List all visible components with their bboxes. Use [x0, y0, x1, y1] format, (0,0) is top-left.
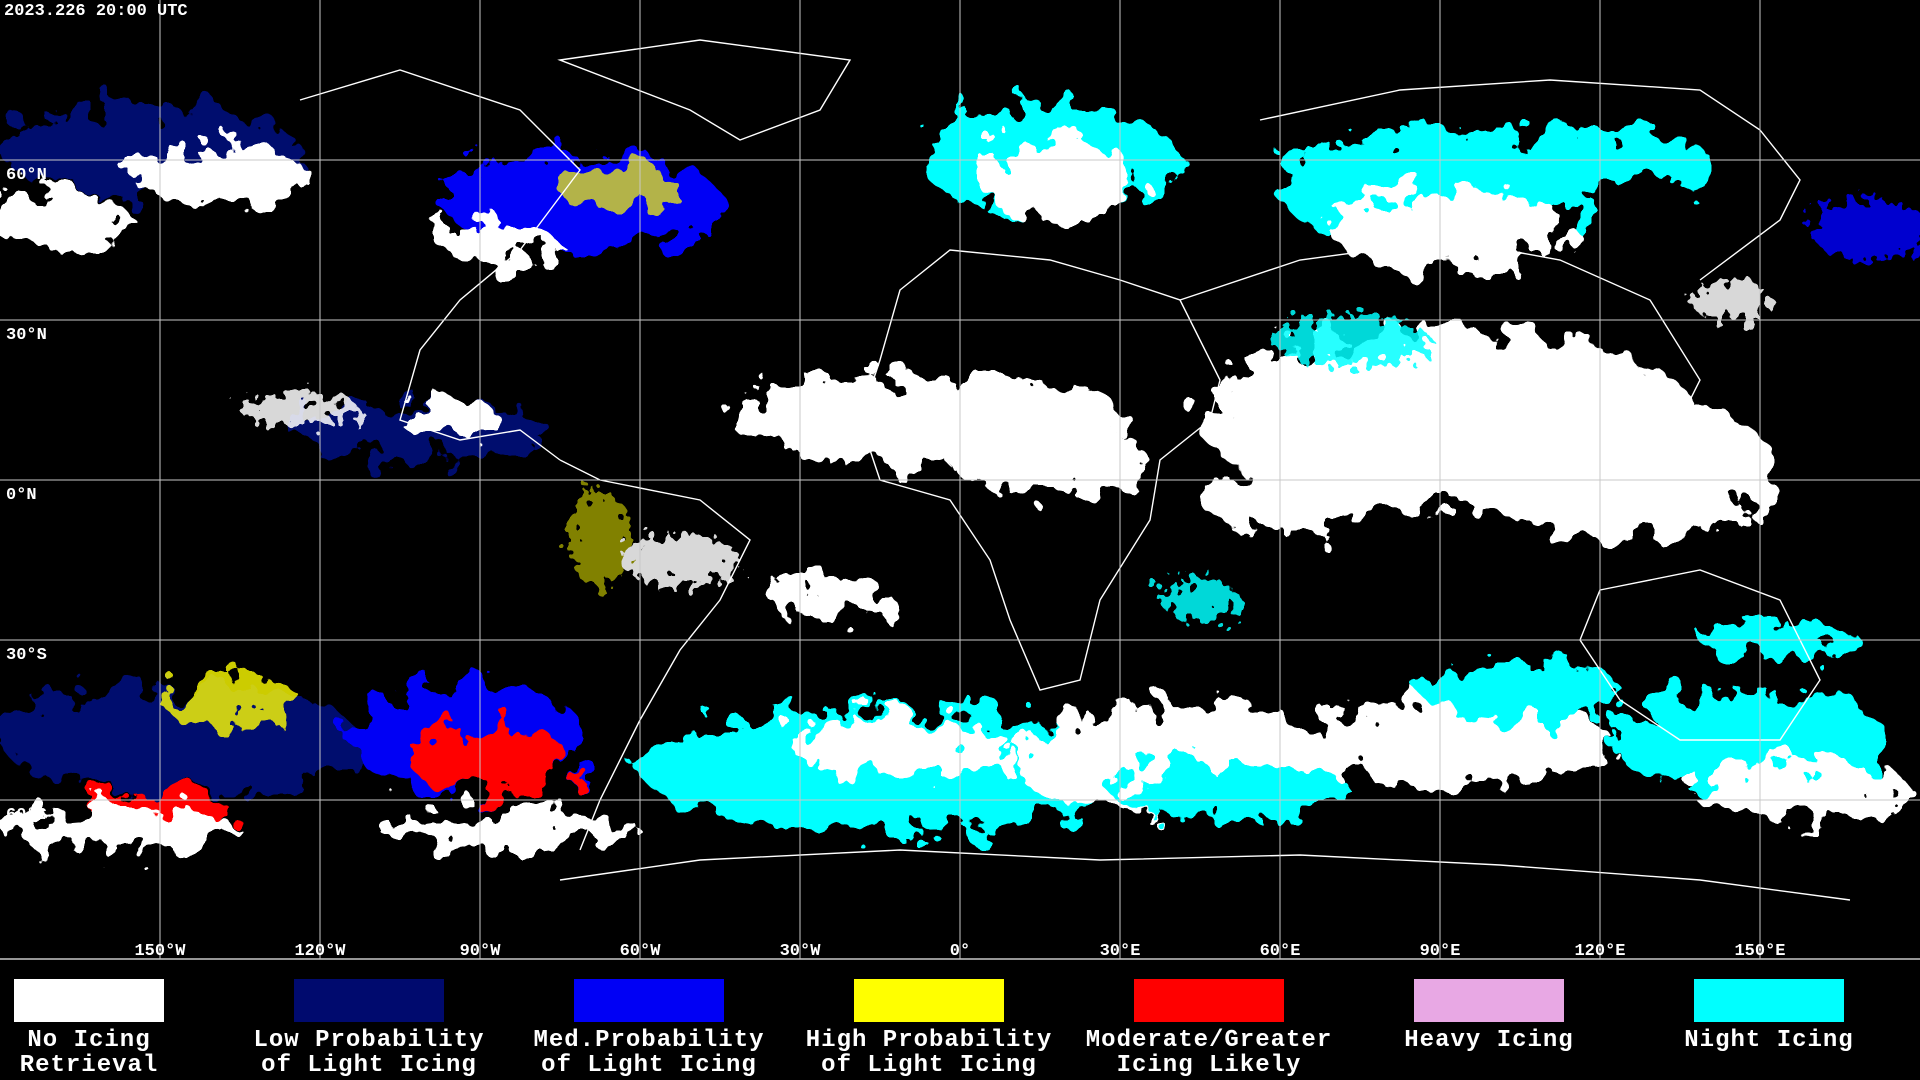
legend-swatch: [1134, 979, 1284, 1022]
legend-swatch: [294, 979, 444, 1022]
legend-label: Low Probability: [253, 1027, 484, 1054]
lon-label: 60°E: [1260, 942, 1301, 961]
legend-label: Heavy Icing: [1404, 1027, 1573, 1054]
legend-label: Night Icing: [1684, 1027, 1853, 1054]
lon-label: 150°W: [134, 942, 186, 961]
lon-label: 90°W: [460, 942, 502, 961]
lat-label: 30°N: [6, 326, 47, 345]
legend-swatch: [574, 979, 724, 1022]
lon-label: 90°E: [1420, 942, 1461, 961]
graticule: [0, 0, 1920, 960]
cloud-specks: [240, 200, 1920, 620]
legend-swatch: [14, 979, 164, 1022]
lat-label: 60°S: [6, 806, 47, 825]
lat-label: 0°N: [6, 486, 37, 505]
lon-label: 0°: [950, 942, 970, 961]
legend-label: Med.Probability: [533, 1027, 764, 1054]
lon-label: 120°W: [294, 942, 346, 961]
legend-label: of Light Icing: [541, 1052, 757, 1079]
cloud-field: [0, 105, 1910, 850]
legend-label: of Light Icing: [261, 1052, 477, 1079]
legend-label: Icing Likely: [1117, 1052, 1302, 1079]
graticule-labels: 150°W 120°W 90°W 60°W 30°W 0° 30°E 60°E 90°E 120°…: [6, 166, 1786, 961]
legend-label: Retrieval: [20, 1052, 159, 1079]
legend-label: of Light Icing: [821, 1052, 1037, 1079]
legend-swatch: [1694, 979, 1844, 1022]
lon-label: 30°W: [780, 942, 822, 961]
lon-label: 60°W: [620, 942, 662, 961]
lon-label: 120°E: [1574, 942, 1625, 961]
lon-label: 150°E: [1734, 942, 1785, 961]
lat-label: 60°N: [6, 166, 47, 185]
legend-swatch: [1414, 979, 1564, 1022]
legend-swatch: [854, 979, 1004, 1022]
lon-label: 30°E: [1100, 942, 1141, 961]
legend-label: No Icing: [27, 1027, 150, 1054]
lat-label: 30°S: [6, 646, 47, 665]
timestamp: 2023.226 20:00 UTC: [4, 2, 188, 21]
legend-label: High Probability: [806, 1027, 1052, 1054]
legend-label: Moderate/Greater: [1086, 1027, 1332, 1054]
